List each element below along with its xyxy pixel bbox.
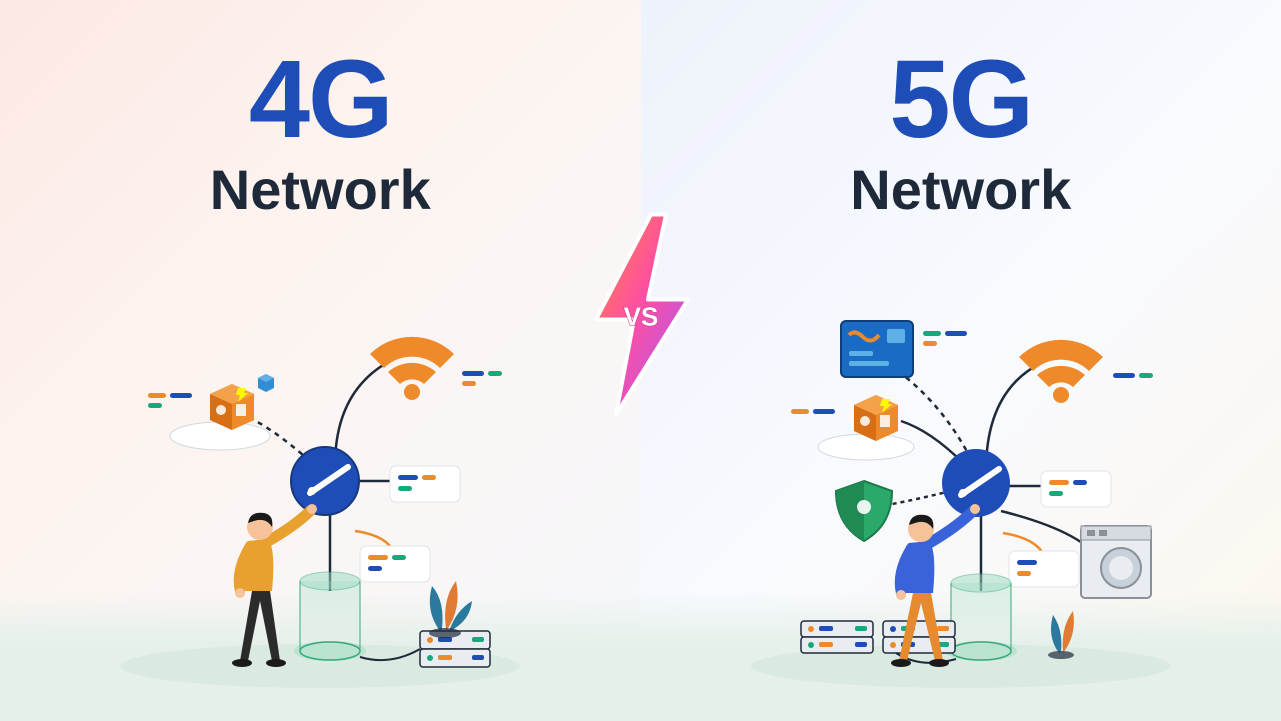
cylinder-icon xyxy=(294,572,366,661)
tag-group xyxy=(923,331,967,346)
panel-4g: 4G Network xyxy=(0,0,641,721)
package-icon xyxy=(818,395,914,460)
shield-icon xyxy=(836,481,892,541)
lightning-icon: VS xyxy=(556,210,726,420)
info-card xyxy=(1009,551,1079,587)
title-4g: 4G xyxy=(0,45,641,155)
wifi-icon xyxy=(1019,340,1103,403)
title-5g: 5G xyxy=(641,45,1281,155)
title-block-4g: 4G Network xyxy=(0,45,641,222)
panel-5g: 5G Network xyxy=(641,0,1281,721)
info-card xyxy=(390,466,460,502)
info-card xyxy=(1041,471,1111,507)
plant-icon xyxy=(429,581,472,638)
subtitle-4g: Network xyxy=(0,157,641,222)
subtitle-5g: Network xyxy=(641,157,1281,222)
tag-group xyxy=(462,371,502,386)
cylinder-icon xyxy=(945,574,1017,661)
tag-group xyxy=(148,393,192,408)
package-icon xyxy=(170,374,274,450)
appliance-icon xyxy=(1081,526,1151,598)
dashboard-icon xyxy=(841,321,913,377)
title-block-5g: 5G Network xyxy=(641,45,1281,222)
info-card xyxy=(360,546,430,582)
vs-badge: VS xyxy=(556,210,726,425)
vs-label: VS xyxy=(623,302,658,332)
wifi-icon xyxy=(370,337,454,400)
gauge-icon xyxy=(291,447,359,515)
illustration-4g xyxy=(100,271,540,691)
tag-group xyxy=(1113,373,1153,378)
tag-group xyxy=(791,409,835,414)
illustration-5g xyxy=(741,271,1181,691)
